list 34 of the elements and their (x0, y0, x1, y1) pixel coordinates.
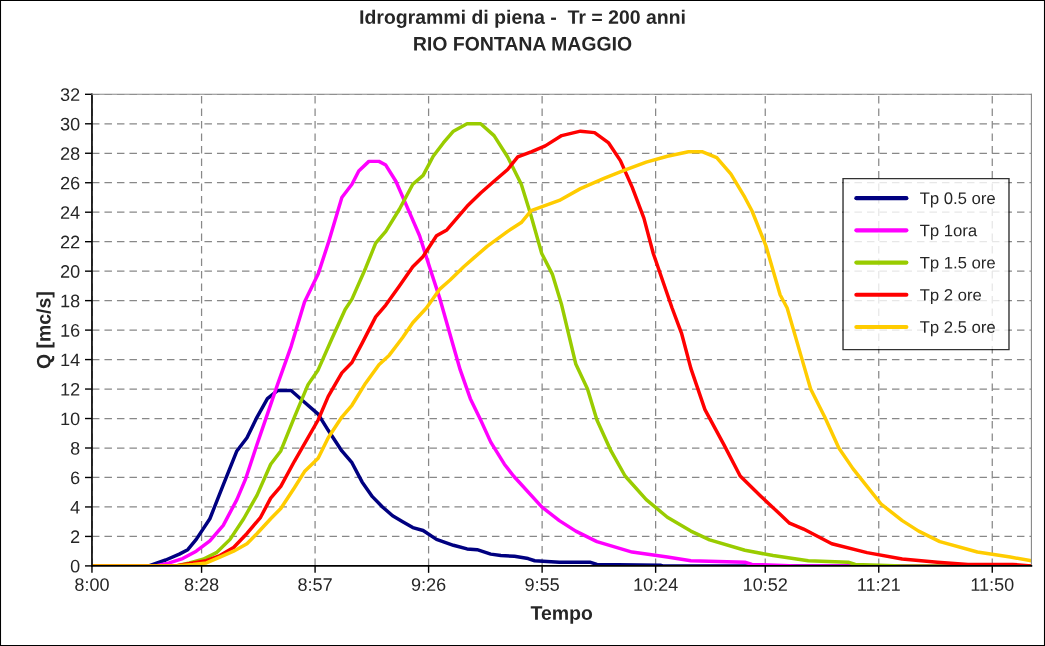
y-tick-label: 12 (61, 382, 80, 396)
y-tick-label: 4 (70, 501, 80, 514)
x-tick-label: 11:50 (971, 578, 1014, 591)
y-tick-label: 16 (61, 324, 80, 337)
y-tick-label: 26 (60, 176, 80, 190)
chart-title: Idrogrammi di piena - Tr = 200 anni RIO FONTANA MAGGIO (360, 9, 685, 51)
y-tick-label: 18 (61, 294, 80, 308)
x-tick-label: 8:00 (75, 578, 109, 591)
y-tick-label: 2 (71, 530, 80, 543)
y-tick-label: 28 (60, 147, 80, 160)
x-axis-title: Tempo (530, 606, 593, 624)
x-tick-label: 9:55 (525, 578, 559, 591)
x-tick-label: 9:26 (411, 578, 446, 591)
legend-label: Tp 0.5 ore (920, 192, 995, 208)
y-tick-label: 20 (60, 265, 80, 278)
x-tick-label: 11:21 (858, 578, 900, 591)
legend-label: Tp 1.5 ore (920, 256, 995, 272)
y-tick-label: 32 (60, 88, 80, 102)
y-tick-label: 14 (61, 353, 80, 367)
x-tick-label: 10:24 (634, 578, 678, 591)
y-tick-label: 10 (61, 412, 80, 426)
legend-label: Tp 2.5 ore (920, 321, 995, 337)
y-tick-label: 22 (60, 235, 80, 249)
y-tick-label: 0 (70, 559, 80, 573)
y-tick-label: 30 (60, 117, 80, 131)
x-tick-label: 8:28 (184, 578, 219, 591)
x-tick-label: 8:57 (298, 578, 332, 591)
legend-label: Tp 2 ore (920, 288, 982, 305)
y-tick-label: 6 (71, 471, 80, 485)
x-tick-label: 10:52 (744, 578, 787, 591)
y-tick-label: 8 (70, 441, 80, 455)
y-tick-label: 24 (60, 206, 80, 219)
legend-label: Tp 1ora (920, 224, 978, 240)
y-axis-title: Q [mc/s] (36, 292, 55, 369)
